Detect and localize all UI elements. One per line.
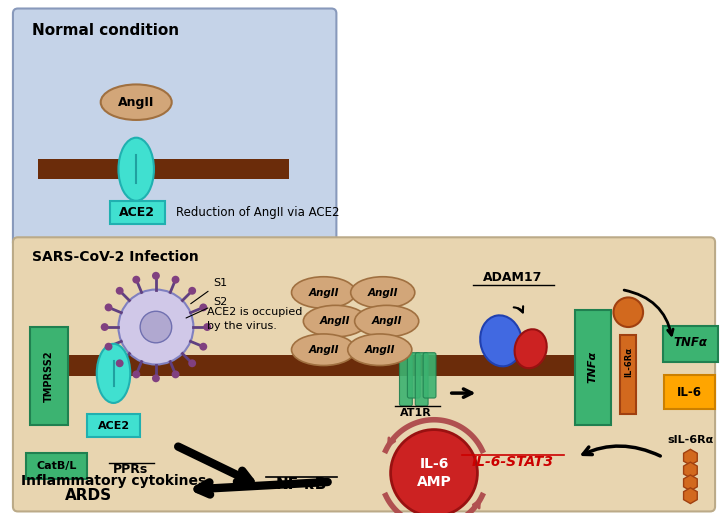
Circle shape: [203, 323, 211, 331]
Text: SARS-CoV-2 Infection: SARS-CoV-2 Infection: [32, 250, 199, 264]
Text: Inflammatory cytokines: Inflammatory cytokines: [21, 474, 206, 488]
FancyBboxPatch shape: [69, 355, 592, 376]
Circle shape: [140, 311, 171, 343]
FancyBboxPatch shape: [415, 353, 428, 406]
Ellipse shape: [292, 334, 356, 366]
Text: AngII: AngII: [118, 96, 154, 109]
FancyBboxPatch shape: [423, 353, 436, 398]
Circle shape: [199, 343, 207, 351]
Circle shape: [188, 359, 196, 367]
Text: TMPRSS2: TMPRSS2: [43, 351, 53, 402]
FancyBboxPatch shape: [26, 453, 87, 479]
Circle shape: [119, 290, 194, 364]
Ellipse shape: [292, 277, 356, 308]
Text: IL-6-STAT3: IL-6-STAT3: [472, 455, 554, 469]
Text: AT1R: AT1R: [400, 408, 432, 418]
Text: ARDS: ARDS: [66, 488, 112, 503]
Text: AngII: AngII: [367, 287, 398, 297]
Text: TNFα: TNFα: [673, 337, 708, 349]
Circle shape: [104, 303, 112, 311]
Text: AngII: AngII: [320, 316, 351, 326]
Circle shape: [171, 276, 179, 284]
Circle shape: [132, 276, 140, 284]
Text: ADAM17: ADAM17: [483, 271, 543, 284]
Text: IL-6: IL-6: [419, 457, 449, 471]
Ellipse shape: [101, 84, 171, 120]
FancyBboxPatch shape: [575, 310, 611, 424]
FancyBboxPatch shape: [408, 353, 420, 398]
Text: Reduction of AngII via ACE2: Reduction of AngII via ACE2: [176, 206, 339, 219]
Circle shape: [132, 371, 140, 378]
Text: sIL-6Rα: sIL-6Rα: [667, 435, 714, 446]
Circle shape: [152, 374, 160, 382]
FancyBboxPatch shape: [37, 159, 289, 179]
Circle shape: [152, 272, 160, 280]
FancyBboxPatch shape: [664, 375, 715, 409]
Circle shape: [199, 303, 207, 311]
Ellipse shape: [480, 315, 522, 367]
Text: IL-6Rα: IL-6Rα: [624, 346, 633, 376]
Text: AngII: AngII: [308, 287, 339, 297]
Text: IL-6: IL-6: [677, 386, 702, 399]
Ellipse shape: [515, 329, 546, 368]
Text: ACE2: ACE2: [120, 206, 156, 219]
Circle shape: [171, 371, 179, 378]
Circle shape: [116, 287, 124, 295]
Text: Normal condition: Normal condition: [32, 23, 179, 38]
Circle shape: [613, 297, 643, 327]
Text: CatB/L: CatB/L: [36, 461, 76, 471]
Circle shape: [101, 323, 109, 331]
Ellipse shape: [119, 138, 154, 201]
Text: AngII: AngII: [308, 345, 339, 355]
Text: AngII: AngII: [364, 345, 395, 355]
Circle shape: [104, 343, 112, 351]
Text: AngII: AngII: [372, 316, 402, 326]
Text: TNFα: TNFα: [588, 351, 598, 383]
Ellipse shape: [348, 334, 412, 366]
Ellipse shape: [96, 344, 130, 403]
Circle shape: [188, 287, 196, 295]
FancyBboxPatch shape: [109, 201, 165, 224]
Text: AMP: AMP: [417, 475, 451, 489]
Ellipse shape: [355, 306, 419, 337]
Circle shape: [116, 359, 124, 367]
FancyBboxPatch shape: [621, 335, 636, 414]
Text: by the virus.: by the virus.: [207, 321, 277, 331]
FancyBboxPatch shape: [87, 414, 140, 437]
FancyBboxPatch shape: [13, 8, 336, 247]
Ellipse shape: [303, 306, 367, 337]
Text: S1: S1: [191, 278, 228, 303]
FancyBboxPatch shape: [30, 327, 68, 424]
Circle shape: [391, 430, 477, 516]
Text: PPRs: PPRs: [112, 463, 148, 476]
FancyBboxPatch shape: [400, 353, 413, 406]
Text: NF-κB: NF-κB: [275, 477, 327, 492]
Text: S2: S2: [186, 297, 228, 318]
FancyBboxPatch shape: [13, 237, 715, 511]
Text: ACE2 is occupied: ACE2 is occupied: [207, 307, 302, 317]
Ellipse shape: [351, 277, 415, 308]
FancyBboxPatch shape: [663, 326, 718, 361]
Text: ACE2: ACE2: [97, 421, 130, 431]
